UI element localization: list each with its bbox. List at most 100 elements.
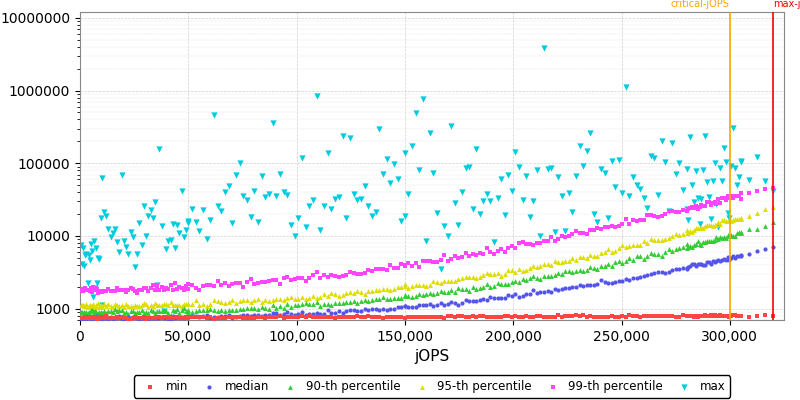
90-th percentile bbox=[140, 309, 153, 316]
min bbox=[701, 312, 714, 319]
min bbox=[215, 315, 228, 321]
95-th percentile bbox=[208, 296, 221, 303]
median bbox=[686, 261, 698, 268]
median bbox=[160, 313, 173, 320]
99-th percentile bbox=[462, 253, 475, 259]
95-th percentile bbox=[164, 299, 177, 305]
median bbox=[92, 316, 105, 322]
min bbox=[766, 313, 779, 319]
min bbox=[78, 315, 90, 321]
median bbox=[750, 248, 763, 254]
99-th percentile bbox=[708, 199, 721, 206]
95-th percentile bbox=[641, 239, 654, 246]
max bbox=[538, 45, 550, 51]
min bbox=[619, 314, 632, 320]
95-th percentile bbox=[462, 274, 475, 280]
max bbox=[695, 196, 708, 202]
min bbox=[413, 314, 426, 320]
max bbox=[559, 228, 572, 234]
99-th percentile bbox=[758, 186, 771, 192]
median bbox=[708, 259, 721, 265]
median bbox=[691, 261, 704, 267]
95-th percentile bbox=[630, 242, 643, 249]
95-th percentile bbox=[366, 288, 378, 294]
95-th percentile bbox=[716, 217, 729, 223]
max bbox=[626, 174, 639, 181]
90-th percentile bbox=[281, 300, 294, 307]
median bbox=[559, 285, 572, 291]
90-th percentile bbox=[170, 306, 183, 313]
95-th percentile bbox=[274, 296, 286, 302]
99-th percentile bbox=[373, 266, 386, 272]
max bbox=[133, 219, 146, 226]
90-th percentile bbox=[723, 233, 736, 239]
99-th percentile bbox=[278, 274, 290, 281]
min bbox=[434, 314, 447, 320]
median bbox=[706, 258, 719, 264]
90-th percentile bbox=[474, 285, 486, 292]
max bbox=[95, 302, 108, 308]
min bbox=[523, 314, 536, 320]
max bbox=[104, 234, 117, 240]
min bbox=[477, 313, 490, 320]
max bbox=[266, 120, 279, 126]
95-th percentile bbox=[95, 304, 108, 311]
max bbox=[513, 164, 526, 170]
99-th percentile bbox=[142, 288, 154, 294]
max bbox=[391, 176, 404, 183]
90-th percentile bbox=[78, 309, 90, 315]
median bbox=[516, 292, 529, 299]
min bbox=[241, 314, 254, 321]
90-th percentile bbox=[766, 219, 779, 226]
median bbox=[218, 313, 231, 320]
median bbox=[509, 291, 522, 297]
99-th percentile bbox=[452, 254, 465, 261]
99-th percentile bbox=[109, 288, 122, 294]
Text: max-jOP: max-jOP bbox=[773, 0, 800, 9]
90-th percentile bbox=[641, 253, 654, 259]
95-th percentile bbox=[506, 267, 518, 273]
median bbox=[377, 306, 390, 312]
95-th percentile bbox=[285, 294, 298, 300]
median bbox=[658, 270, 671, 276]
min bbox=[630, 312, 643, 319]
90-th percentile bbox=[285, 304, 298, 310]
99-th percentile bbox=[442, 258, 454, 264]
median bbox=[416, 302, 429, 308]
90-th percentile bbox=[149, 310, 162, 316]
99-th percentile bbox=[677, 207, 690, 214]
95-th percentile bbox=[92, 300, 105, 306]
95-th percentile bbox=[580, 254, 593, 261]
95-th percentile bbox=[329, 291, 342, 298]
median bbox=[449, 300, 462, 306]
median bbox=[545, 288, 558, 295]
99-th percentile bbox=[153, 287, 166, 294]
99-th percentile bbox=[149, 287, 162, 293]
min bbox=[162, 314, 174, 321]
99-th percentile bbox=[211, 278, 224, 284]
90-th percentile bbox=[506, 278, 518, 285]
min bbox=[133, 314, 146, 321]
median bbox=[630, 274, 643, 281]
90-th percentile bbox=[562, 268, 575, 274]
median bbox=[85, 314, 98, 320]
90-th percentile bbox=[491, 280, 504, 286]
90-th percentile bbox=[406, 293, 418, 300]
median bbox=[398, 303, 411, 310]
median bbox=[79, 314, 92, 321]
median bbox=[373, 306, 386, 313]
max bbox=[92, 255, 105, 261]
min bbox=[527, 314, 540, 320]
max bbox=[484, 198, 497, 204]
99-th percentile bbox=[314, 275, 327, 282]
99-th percentile bbox=[82, 287, 95, 293]
90-th percentile bbox=[395, 295, 408, 302]
min bbox=[93, 315, 106, 321]
95-th percentile bbox=[702, 222, 715, 228]
median bbox=[175, 314, 188, 320]
90-th percentile bbox=[708, 237, 721, 243]
max bbox=[488, 238, 501, 245]
90-th percentile bbox=[93, 309, 106, 315]
min bbox=[296, 313, 309, 319]
max bbox=[81, 280, 94, 286]
